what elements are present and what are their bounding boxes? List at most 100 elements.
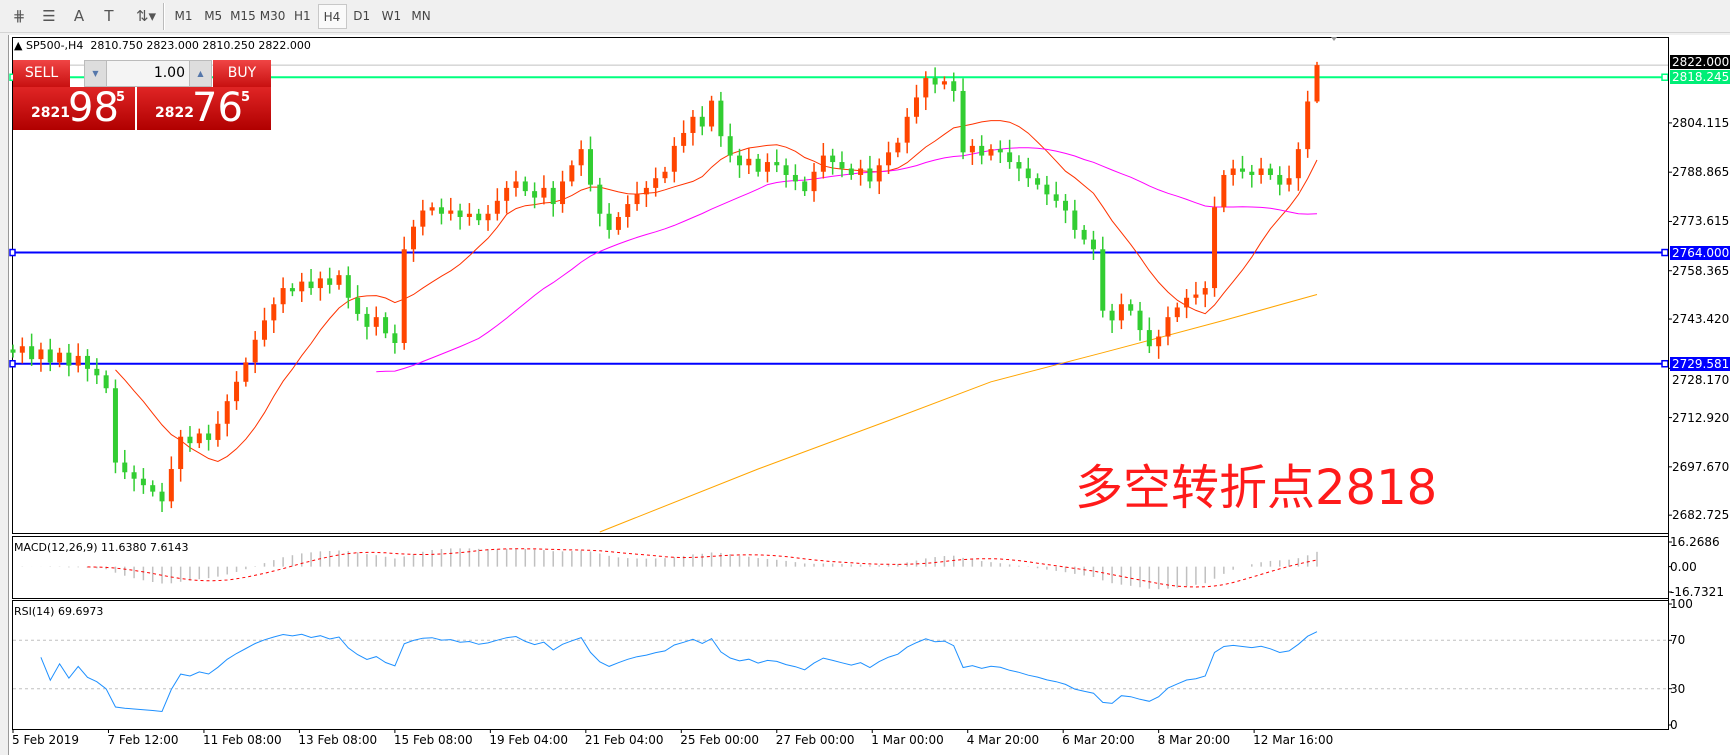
candle-body: [625, 204, 631, 217]
candle: [1063, 194, 1069, 224]
candle-body: [1221, 174, 1227, 208]
candle-body: [364, 313, 370, 327]
timeframe-h1[interactable]: H1: [293, 9, 311, 23]
candle-body: [420, 210, 426, 227]
text-icon[interactable]: A: [73, 7, 85, 25]
decrease-lot-button[interactable]: ▼: [85, 61, 107, 86]
green-level-line-handle: [1661, 73, 1669, 81]
price-tick-label: 2728.170: [1672, 372, 1730, 387]
candle: [252, 331, 258, 374]
candle-body: [820, 155, 826, 172]
timeframe-m5[interactable]: M5: [204, 9, 223, 23]
timeframe-m30[interactable]: M30: [259, 9, 286, 23]
candle: [1081, 225, 1087, 245]
time-tick-label: 11 Feb 08:00: [202, 733, 282, 747]
toolbar: ⋕ ☰ A T ⇅▾ M1 M5 M15 M30 H1 H4 D1 W1 MN: [0, 0, 1730, 33]
candle: [643, 181, 649, 207]
support-line-2729-handle-left: [9, 359, 16, 368]
timeframe-m1[interactable]: M1: [174, 9, 193, 23]
candle: [122, 449, 128, 480]
buy-price-sup: 5: [241, 90, 251, 105]
candle: [886, 141, 892, 175]
candle: [420, 199, 426, 236]
candle: [681, 120, 687, 153]
sell-price-button[interactable]: 2821 98 5: [13, 85, 135, 131]
candle-body: [969, 145, 975, 153]
candle: [979, 135, 985, 165]
candle: [159, 482, 165, 512]
candle-body: [66, 352, 72, 366]
price-label-bid: 2822.000: [1670, 55, 1730, 70]
candle-body: [206, 433, 212, 440]
timeframe-m15[interactable]: M15: [230, 9, 256, 23]
sell-button[interactable]: SELL: [13, 60, 70, 87]
timeframe-w1[interactable]: W1: [381, 9, 402, 23]
support-line-2764-handle: [1661, 248, 1669, 257]
candle: [1258, 157, 1264, 184]
candle: [1239, 155, 1245, 179]
candle-body: [271, 304, 277, 321]
candle: [140, 468, 146, 494]
candle-body: [1239, 168, 1245, 172]
candle-body: [941, 81, 947, 85]
candle-body: [448, 210, 454, 214]
candle: [57, 347, 63, 368]
candle: [550, 181, 556, 217]
support-line-2764-handle-left: [9, 248, 16, 257]
candle: [168, 456, 174, 509]
candle: [653, 167, 659, 197]
rsi-line: [40, 631, 1318, 713]
candle: [727, 123, 733, 163]
candle-body: [643, 187, 649, 195]
candle: [1072, 199, 1078, 239]
candle-body: [727, 136, 733, 156]
arrows-icon[interactable]: ⇅▾: [135, 7, 157, 25]
candle-body: [1156, 336, 1162, 347]
candle: [1295, 142, 1301, 191]
candle-body: [997, 149, 1003, 153]
support-line-2729-handle: [1661, 359, 1669, 368]
candle-body: [1165, 317, 1171, 337]
buy-button[interactable]: BUY: [213, 60, 271, 87]
candle-body: [317, 278, 323, 289]
macd-pane: [12, 536, 1669, 599]
timeframe-h4[interactable]: H4: [317, 4, 347, 29]
candle-body: [951, 81, 957, 91]
candle: [466, 203, 472, 226]
candle: [438, 198, 444, 225]
candle: [597, 177, 603, 227]
candle: [941, 76, 947, 90]
candle-body: [19, 346, 25, 353]
candle-body: [1053, 194, 1059, 201]
candle: [960, 78, 966, 160]
candle-body: [187, 436, 193, 444]
rsi-pane: [12, 600, 1669, 730]
timeframe-d1[interactable]: D1: [353, 9, 371, 23]
one-click-trading-panel: SELL ▼ 1.00 ▲ BUY 2821 98 5 2822 76 5: [13, 60, 299, 137]
candle-body: [1184, 297, 1190, 308]
increase-lot-button[interactable]: ▲: [189, 61, 211, 86]
collapse-triangle-icon[interactable]: ▲: [14, 39, 26, 52]
candle-body: [1118, 304, 1124, 321]
rsi-tick-label: 100: [1670, 597, 1693, 611]
candle: [112, 379, 118, 474]
lot-input[interactable]: 1.00: [153, 65, 185, 81]
candle-body: [634, 194, 640, 205]
rsi-tick-label: 70: [1670, 633, 1686, 648]
fibonacci-expansion-icon[interactable]: ⋕: [12, 7, 26, 25]
chart-canvas[interactable]: [9, 35, 1730, 755]
candle-body: [1044, 184, 1050, 195]
text-label-icon[interactable]: T: [104, 7, 114, 25]
candle: [783, 158, 789, 188]
candle-body: [57, 352, 63, 363]
candle-body: [662, 171, 668, 179]
price-label-2729: 2729.581: [1670, 356, 1730, 371]
timeframe-mn[interactable]: MN: [411, 9, 431, 23]
candle-body: [615, 216, 621, 230]
candle-body: [38, 349, 44, 360]
candle-body: [1100, 249, 1106, 311]
candle: [522, 176, 528, 196]
fibonacci-fan-icon[interactable]: ☰: [42, 7, 56, 25]
buy-price-button[interactable]: 2822 76 5: [137, 85, 271, 131]
candle: [504, 181, 510, 214]
